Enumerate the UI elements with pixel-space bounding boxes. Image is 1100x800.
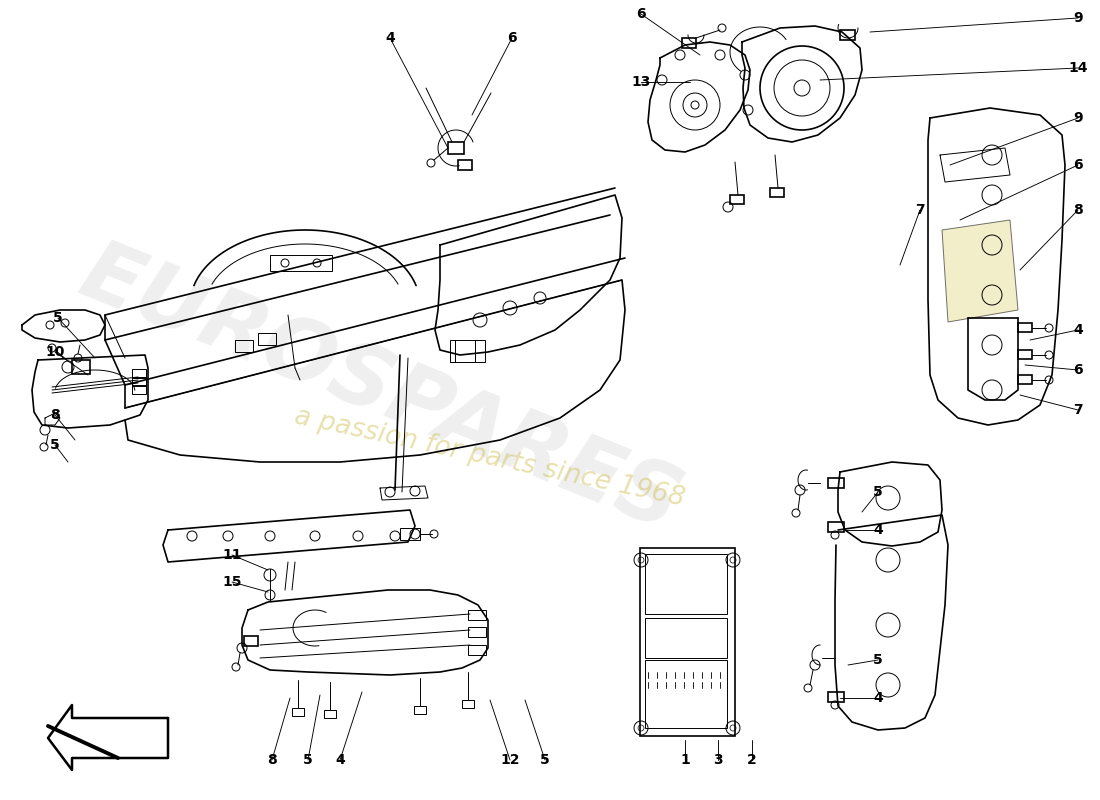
Bar	[132, 369, 146, 378]
Text: 8: 8	[1074, 203, 1082, 217]
Text: 5: 5	[540, 753, 550, 767]
Text: 4: 4	[873, 691, 883, 705]
Text: 14: 14	[1068, 61, 1088, 75]
Text: 6: 6	[507, 31, 517, 45]
Text: 7: 7	[1074, 403, 1082, 417]
Text: 6: 6	[1074, 363, 1082, 377]
Bar	[462, 700, 474, 708]
Text: 4: 4	[385, 31, 395, 45]
Bar	[235, 340, 253, 352]
Text: 11: 11	[222, 548, 242, 562]
Text: 12: 12	[500, 753, 519, 767]
Text: 9: 9	[1074, 11, 1082, 25]
Polygon shape	[48, 705, 168, 770]
Text: 6: 6	[1074, 158, 1082, 172]
Bar	[840, 30, 855, 40]
Text: 7: 7	[915, 203, 925, 217]
Bar	[258, 333, 276, 345]
Bar	[468, 627, 486, 637]
Text: 4: 4	[336, 753, 345, 767]
Text: 5: 5	[873, 653, 883, 667]
Bar	[132, 377, 146, 386]
Bar	[828, 522, 844, 532]
Bar	[640, 548, 735, 736]
Bar	[828, 478, 844, 488]
Text: 8: 8	[51, 408, 59, 422]
Text: 9: 9	[1074, 111, 1082, 125]
Bar	[400, 528, 420, 540]
Bar	[270, 255, 332, 271]
Bar	[1018, 323, 1032, 332]
Bar	[458, 160, 472, 170]
Bar	[292, 708, 304, 716]
Text: 6: 6	[636, 7, 646, 21]
Bar	[448, 142, 464, 154]
Bar	[730, 195, 744, 204]
Bar	[132, 385, 146, 394]
Bar	[645, 660, 727, 728]
Text: 1: 1	[680, 753, 690, 767]
Bar	[645, 618, 727, 658]
Bar	[682, 38, 696, 48]
Text: 5: 5	[304, 753, 312, 767]
Text: 5: 5	[51, 438, 59, 452]
Text: 5: 5	[53, 311, 63, 325]
Bar	[1018, 375, 1032, 384]
Text: 8: 8	[267, 753, 277, 767]
Bar	[468, 610, 486, 620]
Polygon shape	[942, 220, 1018, 322]
Bar	[1018, 350, 1032, 359]
Bar	[414, 706, 426, 714]
Text: 5: 5	[873, 485, 883, 499]
Bar	[244, 636, 258, 646]
Text: 4: 4	[1074, 323, 1082, 337]
Text: 15: 15	[222, 575, 242, 589]
Text: 13: 13	[631, 75, 651, 89]
Bar	[72, 360, 90, 374]
Bar	[324, 710, 336, 718]
Text: 2: 2	[747, 753, 757, 767]
Bar	[828, 692, 844, 702]
Text: a passion for parts since 1968: a passion for parts since 1968	[293, 404, 688, 512]
Bar	[645, 554, 727, 614]
Bar	[770, 188, 784, 197]
Text: 3: 3	[713, 753, 723, 767]
Text: EUROSPARES: EUROSPARES	[68, 232, 692, 548]
Bar	[450, 340, 485, 362]
Text: 4: 4	[873, 523, 883, 537]
Text: 10: 10	[45, 345, 65, 359]
Bar	[468, 645, 486, 655]
